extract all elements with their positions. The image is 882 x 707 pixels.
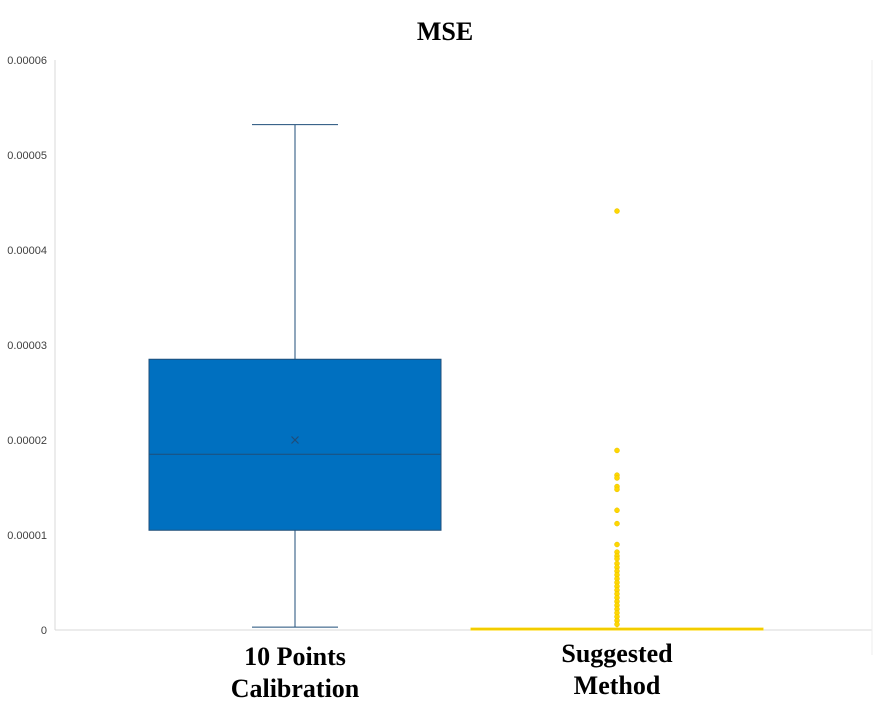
- outlier-point: [614, 621, 620, 628]
- category-label-line: Calibration: [231, 674, 360, 703]
- y-tick-label: 0.00002: [7, 435, 47, 447]
- y-tick-label: 0.00001: [7, 530, 47, 542]
- category-labels: 10 Points Calibration Suggested Method: [231, 639, 673, 703]
- mean-marker: [291, 436, 299, 444]
- outlier-point: [614, 486, 620, 493]
- outlier-point: [614, 208, 620, 214]
- outlier-point: [614, 447, 620, 454]
- box-2: [470, 208, 764, 631]
- outlier-point: [614, 507, 620, 514]
- category-label-line: Suggested: [561, 639, 673, 668]
- y-tick-label: 0.00004: [7, 245, 47, 257]
- category-label-line: Method: [574, 671, 661, 700]
- box-1: [148, 124, 442, 628]
- y-tick-label: 0.00003: [7, 340, 47, 352]
- y-tick-labels: 0 0.00001 0.00002 0.00003 0.00004 0.00005 0.00…: [7, 55, 47, 637]
- boxes: [148, 124, 764, 631]
- category-label: Suggested Method: [561, 639, 673, 700]
- category-label: 10 Points Calibration: [231, 642, 360, 703]
- chart-title: MSE: [417, 17, 473, 46]
- category-label-line: 10 Points: [244, 642, 346, 671]
- y-tick-label: 0.00006: [7, 55, 47, 67]
- outlier-point: [614, 541, 620, 548]
- y-tick-label: 0: [41, 625, 47, 637]
- outlier-point: [614, 520, 620, 527]
- outlier-point: [614, 556, 620, 562]
- y-tick-label: 0.00005: [7, 150, 47, 162]
- iqr-box: [148, 358, 442, 531]
- outlier-point: [614, 475, 620, 481]
